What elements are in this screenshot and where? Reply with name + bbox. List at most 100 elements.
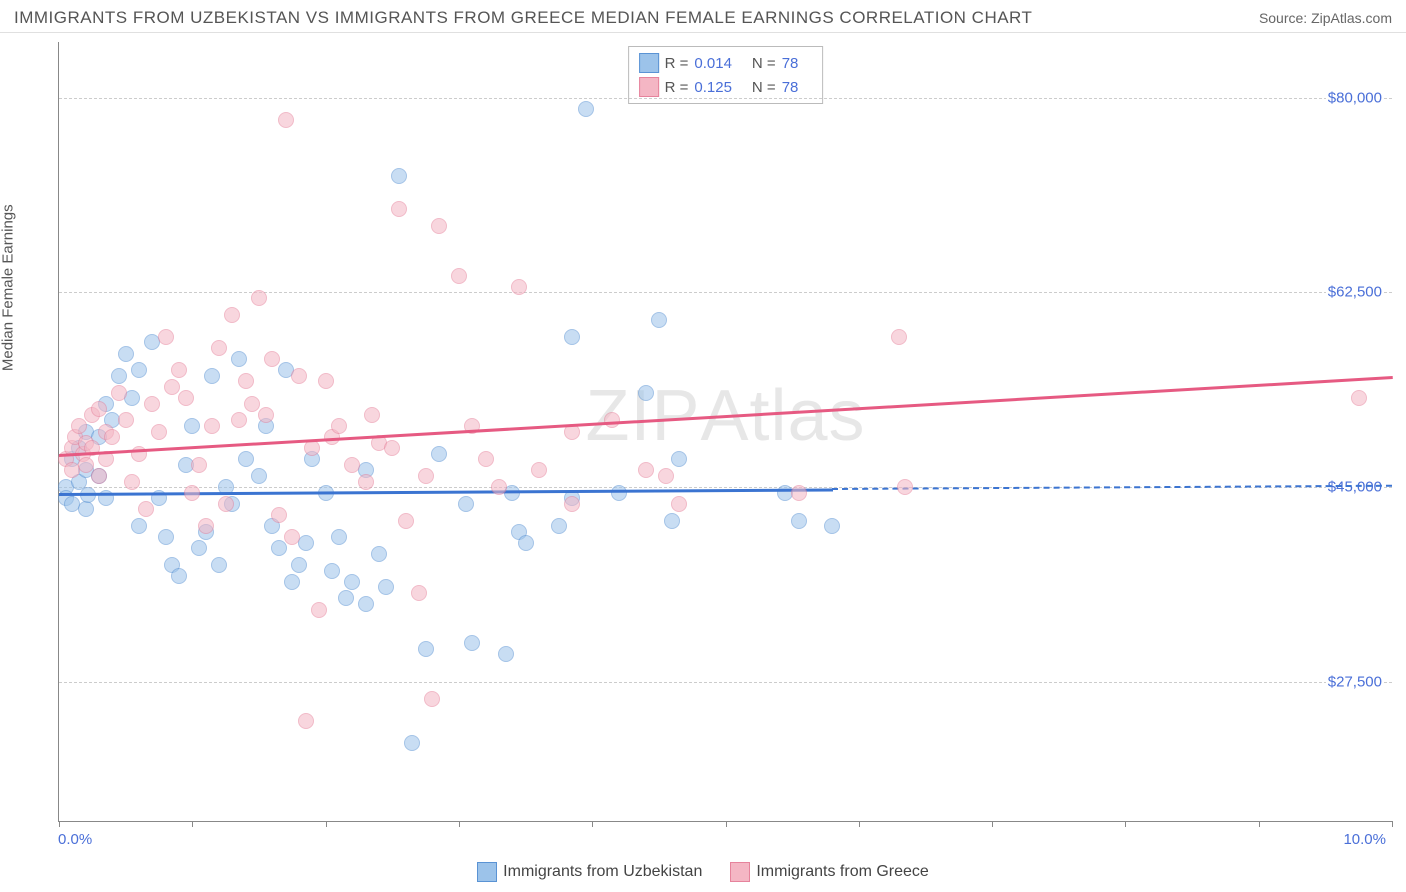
scatter-point (371, 546, 387, 562)
y-tick-label: $80,000 (1326, 89, 1384, 106)
chart-title: IMMIGRANTS FROM UZBEKISTAN VS IMMIGRANTS… (14, 8, 1032, 28)
x-tick (1125, 821, 1126, 827)
x-tick (192, 821, 193, 827)
scatter-point (451, 268, 467, 284)
scatter-point (891, 329, 907, 345)
scatter-point (291, 557, 307, 573)
scatter-point (638, 462, 654, 478)
scatter-point (151, 424, 167, 440)
scatter-point (331, 529, 347, 545)
scatter-point (78, 501, 94, 517)
scatter-point (278, 112, 294, 128)
n-label: N = (752, 55, 776, 72)
scatter-point (158, 329, 174, 345)
scatter-point (658, 468, 674, 484)
y-axis-label: Median Female Earnings (0, 204, 17, 371)
plot-region: ZIPAtlas R =0.014N =78R =0.125N =78 $27,… (58, 42, 1392, 822)
legend-swatch (730, 862, 750, 882)
scatter-point (231, 351, 247, 367)
scatter-point (318, 373, 334, 389)
scatter-point (331, 418, 347, 434)
scatter-point (411, 585, 427, 601)
r-label: R = (665, 79, 689, 96)
scatter-point (664, 513, 680, 529)
scatter-point (271, 540, 287, 556)
gridline-h (59, 682, 1392, 683)
scatter-point (418, 468, 434, 484)
y-tick-label: $45,000 (1326, 479, 1384, 496)
scatter-point (578, 101, 594, 117)
scatter-point (184, 418, 200, 434)
scatter-point (284, 529, 300, 545)
x-axis-min-label: 0.0% (58, 831, 92, 848)
correlation-legend-row: R =0.125N =78 (639, 75, 813, 99)
x-tick (859, 821, 860, 827)
scatter-point (291, 368, 307, 384)
source-attribution: Source: ZipAtlas.com (1259, 10, 1392, 26)
correlation-legend: R =0.014N =78R =0.125N =78 (628, 46, 824, 104)
scatter-point (184, 485, 200, 501)
scatter-point (251, 468, 267, 484)
x-tick (326, 821, 327, 827)
scatter-point (251, 290, 267, 306)
scatter-point (71, 418, 87, 434)
chart-header: IMMIGRANTS FROM UZBEKISTAN VS IMMIGRANTS… (0, 0, 1406, 33)
scatter-point (264, 351, 280, 367)
series-legend-label: Immigrants from Greece (756, 863, 928, 881)
scatter-point (138, 501, 154, 517)
legend-swatch (639, 53, 659, 73)
scatter-point (324, 563, 340, 579)
scatter-point (171, 362, 187, 378)
x-tick (59, 821, 60, 827)
scatter-point (378, 579, 394, 595)
scatter-point (491, 479, 507, 495)
scatter-point (458, 496, 474, 512)
scatter-point (118, 412, 134, 428)
scatter-point (298, 713, 314, 729)
scatter-point (897, 479, 913, 495)
scatter-point (144, 396, 160, 412)
scatter-point (391, 201, 407, 217)
series-legend: Immigrants from UzbekistanImmigrants fro… (0, 862, 1406, 882)
scatter-point (344, 574, 360, 590)
scatter-point (178, 390, 194, 406)
scatter-point (158, 529, 174, 545)
scatter-point (218, 496, 234, 512)
scatter-point (191, 540, 207, 556)
scatter-point (1351, 390, 1367, 406)
scatter-point (564, 329, 580, 345)
scatter-point (364, 407, 380, 423)
scatter-point (131, 518, 147, 534)
scatter-point (398, 513, 414, 529)
scatter-point (651, 312, 667, 328)
scatter-point (211, 557, 227, 573)
scatter-point (238, 451, 254, 467)
scatter-point (258, 407, 274, 423)
r-label: R = (665, 55, 689, 72)
source-label: Source: (1259, 10, 1311, 26)
scatter-point (344, 457, 360, 473)
legend-swatch (639, 77, 659, 97)
n-value: 78 (782, 55, 799, 72)
scatter-point (91, 468, 107, 484)
scatter-point (418, 641, 434, 657)
y-tick-label: $62,500 (1326, 284, 1384, 301)
scatter-point (671, 451, 687, 467)
scatter-point (431, 218, 447, 234)
chart-area: Median Female Earnings ZIPAtlas R =0.014… (14, 42, 1392, 850)
scatter-point (118, 346, 134, 362)
scatter-point (424, 691, 440, 707)
r-value: 0.125 (694, 79, 732, 96)
scatter-point (284, 574, 300, 590)
scatter-point (511, 279, 527, 295)
scatter-point (198, 518, 214, 534)
scatter-point (551, 518, 567, 534)
x-axis-max-label: 10.0% (1343, 831, 1386, 848)
n-label: N = (752, 79, 776, 96)
scatter-point (191, 457, 207, 473)
scatter-point (824, 518, 840, 534)
scatter-point (111, 385, 127, 401)
scatter-point (211, 340, 227, 356)
trend-line (59, 488, 833, 495)
scatter-point (531, 462, 547, 478)
